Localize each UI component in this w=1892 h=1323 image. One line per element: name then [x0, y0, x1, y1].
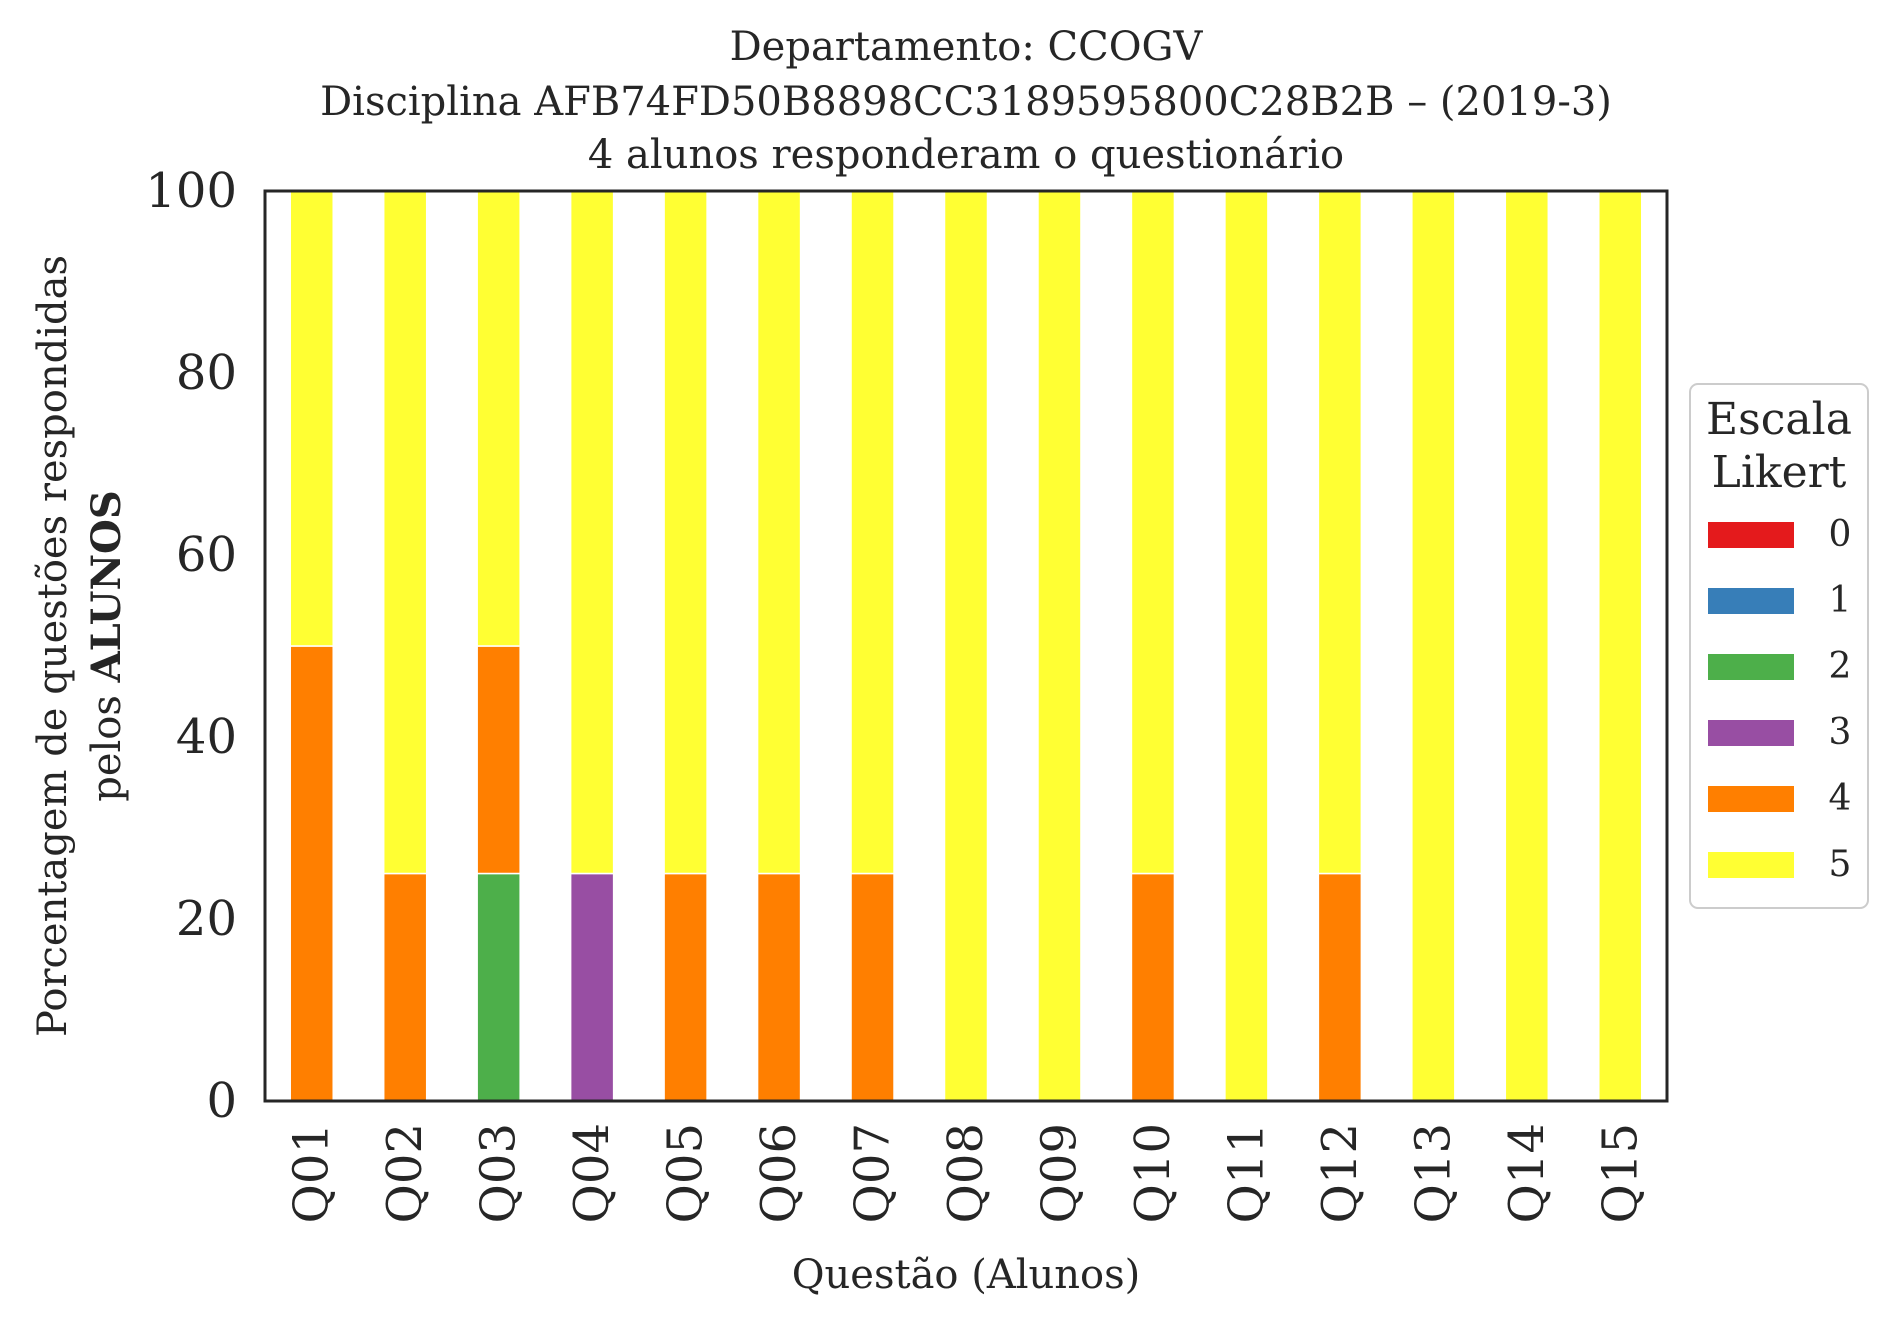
- x-tick-label-Q13: Q13: [1405, 1123, 1461, 1223]
- x-tick-label-Q10: Q10: [1125, 1123, 1181, 1223]
- bar-Q13-series-5: [1411, 190, 1456, 1102]
- bar-Q03-series-4: [476, 645, 521, 875]
- x-tick-label-Q07: Q07: [845, 1123, 901, 1223]
- y-tick-label-60: 60: [176, 527, 237, 583]
- bar-Q10-series-4: [1130, 872, 1176, 1102]
- bar-Q02-series-5: [382, 190, 428, 875]
- bar-Q04-series-3: [569, 872, 615, 1102]
- title-line-2: Disciplina AFB74FD50B8898CC3189595800C28…: [320, 79, 1612, 125]
- bar-Q15-series-5: [1598, 190, 1643, 1102]
- y-axis-label-line-1: Porcentagem de questões respondidas: [30, 255, 76, 1037]
- legend-label-0: 0: [1829, 514, 1852, 555]
- y-axis-label-line-2: pelos ALUNOS: [83, 490, 130, 802]
- legend-items: 0 1 2 3 4 5: [1708, 514, 1851, 885]
- legend: Escala Likert 0 1 2 3 4 5: [1689, 383, 1869, 909]
- x-tick-label-Q14: Q14: [1499, 1123, 1555, 1223]
- y-tick-label-0: 0: [206, 1073, 237, 1129]
- x-tick-label-Q04: Q04: [564, 1123, 620, 1223]
- y-tick-label-100: 100: [145, 163, 237, 219]
- bar-Q08-series-5: [943, 190, 989, 1102]
- legend-swatch-4: [1708, 786, 1794, 812]
- y-axis-label-bold: ALUNOS: [83, 490, 130, 683]
- y-axis-label-prefix: pelos: [84, 695, 130, 802]
- x-tick-label-Q06: Q06: [751, 1123, 807, 1223]
- x-tick-label-Q08: Q08: [938, 1123, 994, 1223]
- bar-Q05-series-4: [663, 872, 708, 1102]
- y-tick-label-40: 40: [176, 709, 237, 765]
- bar-Q07-series-4: [850, 872, 895, 1102]
- bar-Q02-series-4: [382, 872, 428, 1102]
- x-axis-ticks: Q01 Q02 Q03 Q04 Q05 Q06 Q07 Q08 Q09 Q10 Q11 Q12 Q13 Q…: [284, 1123, 1649, 1223]
- y-tick-label-20: 20: [176, 891, 237, 947]
- bar-Q12-series-5: [1317, 190, 1363, 875]
- bar-Q04-series-5: [569, 190, 615, 875]
- bar-Q05-series-5: [663, 190, 708, 875]
- bar-Q09-series-5: [1037, 190, 1082, 1102]
- legend-swatch-3: [1708, 720, 1794, 746]
- bars-layer: [289, 190, 1643, 1102]
- y-axis-ticks: 0 20 40 60 80 100: [145, 163, 237, 1129]
- bar-Q03-series-2: [476, 872, 521, 1102]
- bar-Q12-series-4: [1317, 872, 1363, 1102]
- bar-Q06-series-4: [756, 872, 802, 1102]
- x-axis-label: Questão (Alunos): [792, 1252, 1141, 1298]
- x-tick-label-Q11: Q11: [1218, 1123, 1274, 1223]
- chart-title: Departamento: CCOGV Disciplina AFB74FD50…: [320, 24, 1612, 178]
- legend-swatch-1: [1708, 588, 1794, 614]
- y-axis-label-line-2-text: pelos ALUNOS: [83, 490, 130, 802]
- x-tick-label-Q03: Q03: [471, 1123, 527, 1223]
- title-line-1: Departamento: CCOGV: [730, 24, 1204, 70]
- x-tick-label-Q01: Q01: [284, 1123, 340, 1223]
- x-tick-label-Q05: Q05: [658, 1123, 714, 1223]
- bar-Q11-series-5: [1224, 190, 1269, 1102]
- bar-Q06-series-5: [756, 190, 802, 875]
- legend-title-line-2: Likert: [1712, 447, 1847, 498]
- bar-Q10-series-5: [1130, 190, 1176, 875]
- legend-title-line-1: Escala: [1706, 394, 1852, 445]
- x-tick-label-Q09: Q09: [1031, 1123, 1087, 1223]
- title-line-3: 4 alunos responderam o questionário: [588, 132, 1344, 178]
- bar-Q01-series-4: [289, 645, 334, 1102]
- legend-swatch-5: [1708, 852, 1794, 878]
- legend-label-4: 4: [1829, 778, 1852, 819]
- legend-label-3: 3: [1829, 712, 1852, 753]
- legend-swatch-0: [1708, 522, 1794, 548]
- legend-swatch-2: [1708, 654, 1794, 680]
- x-tick-label-Q12: Q12: [1312, 1123, 1368, 1223]
- bar-Q07-series-5: [850, 190, 895, 875]
- x-tick-label-Q02: Q02: [377, 1123, 433, 1223]
- legend-label-5: 5: [1829, 844, 1852, 885]
- bar-Q14-series-5: [1504, 190, 1550, 1102]
- x-tick-label-Q15: Q15: [1592, 1123, 1648, 1223]
- legend-label-1: 1: [1829, 580, 1852, 621]
- y-axis-label-space: [84, 682, 130, 695]
- legend-frame: [1689, 383, 1869, 909]
- y-tick-label-80: 80: [176, 345, 237, 401]
- y-axis-label: Porcentagem de questões respondidas: [30, 255, 76, 1037]
- legend-label-2: 2: [1829, 646, 1852, 687]
- plot-frame: [263, 189, 1669, 1103]
- bar-Q01-series-5: [289, 190, 334, 647]
- bar-Q03-series-5: [476, 190, 521, 647]
